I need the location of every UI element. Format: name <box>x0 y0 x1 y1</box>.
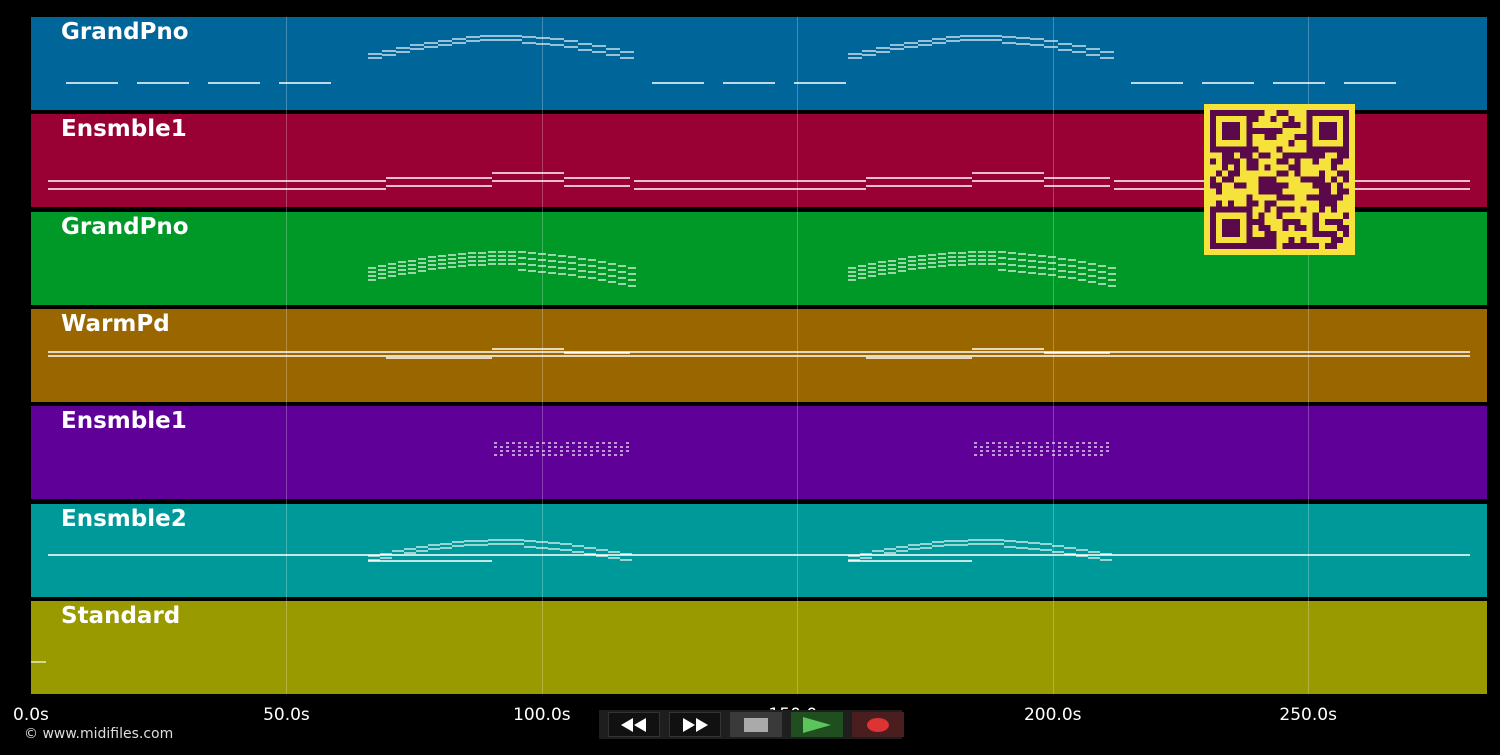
track-lane: Ensmble2 <box>31 503 1487 597</box>
fast-forward-icon <box>683 717 708 732</box>
track-label: WarmPd <box>61 310 170 337</box>
rewind-button[interactable] <box>608 712 660 737</box>
track-label: Ensmble2 <box>61 505 187 532</box>
track-label: GrandPno <box>61 19 189 45</box>
rewind-icon <box>621 717 646 732</box>
time-tick-label: 0.0s <box>13 705 49 725</box>
track-lane: Standard <box>31 600 1487 694</box>
play-icon <box>803 716 831 733</box>
time-tick-label: 250.0s <box>1279 705 1337 725</box>
transport-bar <box>599 710 904 739</box>
track-label: GrandPno <box>61 213 189 240</box>
record-button[interactable] <box>852 712 904 737</box>
record-icon <box>867 717 889 732</box>
stop-button[interactable] <box>730 712 782 737</box>
copyright-text: © www.midifiles.com <box>24 726 174 742</box>
stop-icon <box>744 717 768 732</box>
track-label: Standard <box>61 602 181 629</box>
play-button[interactable] <box>791 712 843 737</box>
fast-forward-button[interactable] <box>669 712 721 737</box>
qr-code <box>1204 104 1355 255</box>
time-tick-label: 50.0s <box>263 705 310 725</box>
time-tick-label: 200.0s <box>1023 705 1082 725</box>
track-label: Ensmble1 <box>61 408 187 435</box>
track-label: Ensmble1 <box>61 116 187 143</box>
track-lane: Ensmble1 <box>31 406 1487 500</box>
track-lane: GrandPno <box>31 17 1487 110</box>
time-tick-label: 100.0s <box>513 705 571 725</box>
